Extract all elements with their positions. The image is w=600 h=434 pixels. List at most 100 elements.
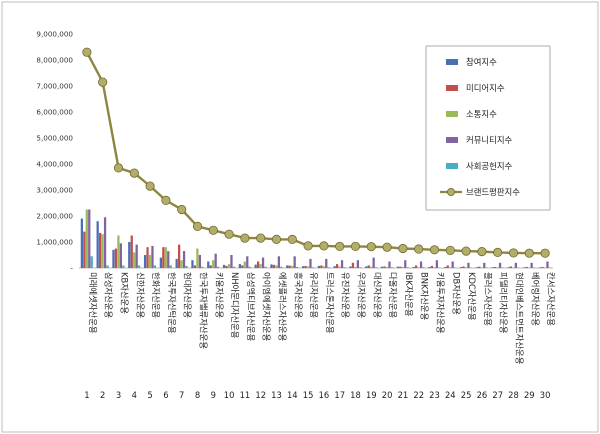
y-tick-label: 4,000,000 [36, 160, 73, 169]
legend-label: 미디어지수 [466, 83, 505, 93]
y-tick-label: 9,000,000 [36, 30, 73, 39]
bar [430, 265, 434, 268]
legend-label: 브랜드평판지수 [466, 187, 520, 197]
y-tick-label: 6,000,000 [36, 108, 73, 117]
bar [543, 267, 547, 268]
bar [106, 265, 109, 268]
bar [88, 209, 91, 268]
rank-label: 26 [477, 390, 488, 400]
legend-swatch [446, 111, 458, 117]
y-tick-label: - [70, 264, 73, 273]
bar [207, 261, 210, 268]
rank-label: 28 [508, 390, 519, 400]
bar [320, 265, 323, 268]
bar [238, 264, 242, 268]
bar [383, 266, 386, 268]
category-label: 현대인베스트먼트자산운용 [515, 272, 525, 365]
bar [396, 266, 400, 268]
bar [354, 266, 357, 268]
category-label: 아이엠에셋자산운용 [262, 272, 272, 342]
bar [446, 265, 449, 268]
line-point [129, 168, 139, 178]
rank-label: 3 [116, 390, 121, 400]
bar [525, 266, 528, 268]
category-label: 유진자산운용 [341, 272, 351, 319]
y-tick-label: 1,000,000 [36, 238, 73, 247]
bar [530, 262, 533, 268]
bar [246, 256, 249, 268]
y-tick-label: 2,000,000 [36, 212, 73, 221]
bar [533, 267, 536, 268]
bar [317, 265, 321, 268]
bar [146, 247, 149, 268]
bar [349, 266, 352, 268]
rank-label: 11 [240, 390, 251, 400]
category-label: 한국투자신탁운용 [167, 272, 177, 334]
bar [538, 267, 542, 268]
bar [280, 266, 283, 268]
bar [304, 265, 307, 268]
rank-label: 8 [195, 390, 200, 400]
bar [512, 267, 515, 268]
line-point [192, 221, 203, 231]
bar [178, 244, 181, 268]
bar [496, 267, 499, 268]
legend-box [425, 45, 551, 211]
bar [103, 217, 107, 268]
category-label: 피델리티자산운용 [499, 272, 509, 334]
line-point [493, 247, 503, 257]
bar [419, 261, 423, 268]
rank-label: 10 [224, 390, 235, 400]
bar [483, 262, 486, 268]
line-point [477, 247, 487, 257]
bar [301, 266, 305, 268]
bar [351, 262, 355, 268]
category-label: KB자산운용 [120, 272, 130, 314]
bar [261, 257, 265, 268]
bar [135, 244, 138, 268]
legend-swatch [446, 85, 458, 91]
line-point [271, 234, 282, 244]
bar [248, 266, 251, 268]
line-point [177, 204, 187, 215]
rank-label: 23 [429, 390, 440, 400]
bar [478, 266, 481, 268]
bar [356, 260, 359, 268]
category-label: 미래에셋자산운용 [88, 272, 98, 334]
bar [451, 261, 454, 268]
bar [388, 261, 391, 268]
line-point [82, 47, 92, 57]
line-point [524, 248, 534, 258]
bar [130, 235, 133, 268]
bar [480, 267, 483, 268]
category-label: 베어링자산운용 [530, 272, 540, 326]
bar [404, 260, 407, 268]
line-point [398, 243, 408, 254]
rank-label: 14 [287, 390, 298, 400]
bar [225, 265, 228, 268]
bar [449, 267, 452, 268]
rank-label: 12 [255, 390, 266, 400]
line-series-group [82, 47, 550, 258]
bar [191, 260, 194, 268]
legend-swatch [446, 137, 458, 143]
rank-label: 6 [163, 390, 168, 400]
category-label: 우리자산운용 [357, 272, 367, 319]
bar [80, 218, 84, 268]
bar [514, 262, 517, 268]
bar [151, 245, 154, 268]
bar [275, 265, 278, 268]
bar [548, 267, 552, 268]
bar [241, 265, 244, 268]
bar [306, 266, 310, 268]
bar [296, 266, 299, 268]
bar [90, 256, 93, 268]
bar [286, 265, 289, 268]
category-label: 트러스톤자산운용 [325, 272, 335, 334]
bar [438, 267, 441, 268]
line-point [540, 248, 550, 258]
bar [153, 265, 157, 268]
line-point [382, 242, 392, 252]
line-point [113, 163, 124, 173]
